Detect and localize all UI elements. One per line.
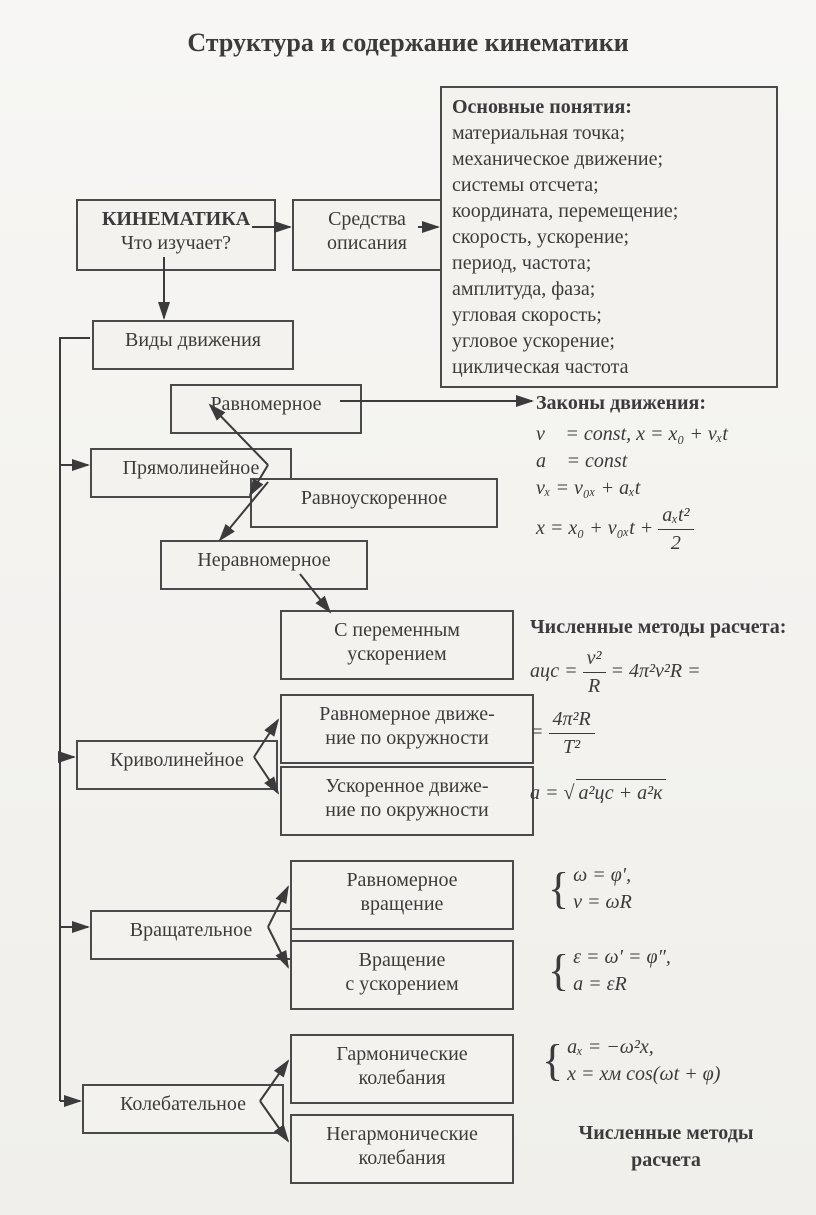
node-uniform: Равномерное (170, 384, 362, 434)
node-harm: Гармонические колебания (290, 1034, 514, 1104)
node-urot: Равномерное вращение (290, 860, 514, 930)
numeric2-block: Численные методы расчета (556, 1120, 776, 1174)
numeric1-eq2: = 4π²RT² (530, 706, 800, 761)
node-varaccel-l2: ускорением (347, 643, 446, 665)
laws-line3: vₓ = v₀ₓ + aₓt (536, 475, 796, 502)
concept-item: скорость, ускорение; (452, 224, 766, 250)
node-curvilinear-label: Криволинейное (110, 749, 244, 771)
page: Структура и содержание кинематики КИНЕМА… (0, 0, 816, 1215)
laws-line4: x = x₀ + v₀ₓt + aₓt²2 (536, 502, 796, 557)
numeric1-eq2p: = (530, 721, 549, 743)
rot-eqs-2: { ε = ω′ = φ″, a = εR (548, 944, 671, 998)
node-arot-l1: Вращение (359, 949, 446, 971)
node-uniform-label: Равномерное (210, 393, 321, 415)
laws-line2: a⃗ = const (536, 448, 796, 475)
node-kinematics: КИНЕМАТИКА Что изучает? (76, 199, 276, 271)
concept-item: угловая скорость; (452, 302, 766, 328)
laws-block: Законы движения: v⃗ = const, x = x₀ + vₓ… (536, 390, 796, 557)
node-oscill: Колебательное (82, 1084, 284, 1134)
node-types: Виды движения (92, 320, 294, 370)
page-title: Структура и содержание кинематики (0, 28, 816, 58)
concept-item: механическое движение; (452, 146, 766, 172)
node-means: Средства описания (292, 199, 442, 271)
concept-item: циклическая частота (452, 354, 766, 380)
node-rectilinear-label: Прямолинейное (123, 457, 260, 479)
numeric1-mid: = 4π²ν²R = (611, 660, 701, 682)
node-curvilinear: Криволинейное (76, 740, 278, 790)
node-urot-l1: Равномерное (346, 869, 457, 891)
rot-eq-l2: v = ωR (573, 889, 632, 916)
numeric2-l1: Численные методы (556, 1120, 776, 1147)
node-ucircle-l1: Равномерное движе- (319, 703, 495, 725)
numeric1-a: aцс = (530, 660, 578, 682)
node-kinematics-line1: КИНЕМАТИКА (102, 208, 250, 230)
node-uacc: Равноускоренное (250, 478, 498, 528)
numeric1-eq1: aцс = v²R = 4π²ν²R = (530, 645, 800, 700)
node-nonuniform: Неравномерное (160, 540, 368, 590)
node-nonuniform-label: Неравномерное (197, 549, 330, 571)
rot-eq-l3: ε = ω′ = φ″, (573, 944, 671, 971)
node-nharm-l1: Негармонические (326, 1123, 478, 1145)
concept-item: период, частота; (452, 250, 766, 276)
numeric1-block: Численные методы расчета: aцс = v²R = 4π… (530, 614, 800, 807)
node-oscill-label: Колебательное (120, 1093, 246, 1115)
concept-item: угловое ускорение; (452, 328, 766, 354)
laws-header: Законы движения: (536, 390, 796, 417)
node-nharm: Негармонические колебания (290, 1114, 514, 1184)
node-ucircle: Равномерное движе- ние по окружности (280, 694, 534, 764)
node-means-line1: Средства (328, 208, 406, 230)
numeric1-f2n: 4π²R (549, 706, 595, 734)
numeric1-eq3: a = √a²цс + a²к (530, 779, 800, 807)
node-nharm-l2: колебания (359, 1147, 446, 1169)
node-acircle-l1: Ускоренное движе- (325, 775, 488, 797)
laws-line1: v⃗ = const, x = x₀ + vₓt (536, 421, 796, 448)
numeric1-f1d: R (583, 673, 606, 700)
node-rotational: Вращательное (90, 910, 292, 960)
numeric1-sqrt-inner: a²цс + a²к (576, 779, 666, 807)
node-kinematics-line2: Что изучает? (121, 232, 231, 254)
laws-prefix: x = x₀ + v₀ₓt + (536, 517, 658, 539)
node-varaccel-l1: С переменным (334, 619, 460, 641)
concept-item: материальная точка; (452, 120, 766, 146)
harm-eq-l1: aₓ = −ω²x, (567, 1034, 720, 1061)
node-ucircle-l2: ние по окружности (325, 727, 489, 749)
numeric1-f2d: T² (549, 734, 595, 761)
rot-eq-l4: a = εR (573, 971, 671, 998)
numeric1-sqrtp: a = √ (530, 782, 574, 804)
node-concepts-list: материальная точка;механическое движение… (452, 120, 766, 380)
rot-eqs-1: { ω = φ′, v = ωR (548, 862, 632, 916)
node-urot-l2: вращение (361, 893, 444, 915)
numeric1-header: Численные методы расчета: (530, 614, 800, 641)
concept-item: координата, перемещение; (452, 198, 766, 224)
node-concepts-header: Основные понятия: (452, 96, 632, 118)
node-rotational-label: Вращательное (130, 919, 253, 941)
harm-eqs: { aₓ = −ω²x, x = xм cos(ωt + φ) (542, 1034, 720, 1088)
node-harm-l1: Гармонические (336, 1043, 467, 1065)
concept-item: системы отсчета; (452, 172, 766, 198)
numeric1-f1n: v² (583, 645, 606, 673)
node-arot: Вращение с ускорением (290, 940, 514, 1010)
node-varaccel: С переменным ускорением (280, 610, 514, 680)
laws-frac-n: aₓt² (658, 502, 693, 530)
node-concepts: Основные понятия: материальная точка;мех… (440, 86, 778, 388)
numeric2-l2: расчета (556, 1147, 776, 1174)
node-uacc-label: Равноускоренное (301, 487, 447, 509)
laws-frac-d: 2 (658, 530, 693, 557)
harm-eq-l2: x = xм cos(ωt + φ) (567, 1061, 720, 1088)
node-acircle: Ускоренное движе- ние по окружности (280, 766, 534, 836)
rot-eq-l1: ω = φ′, (573, 862, 632, 889)
concept-item: амплитуда, фаза; (452, 276, 766, 302)
node-acircle-l2: ние по окружности (325, 799, 489, 821)
node-arot-l2: с ускорением (345, 973, 458, 995)
node-harm-l2: колебания (359, 1067, 446, 1089)
node-types-label: Виды движения (125, 329, 261, 351)
node-means-line2: описания (327, 232, 407, 254)
